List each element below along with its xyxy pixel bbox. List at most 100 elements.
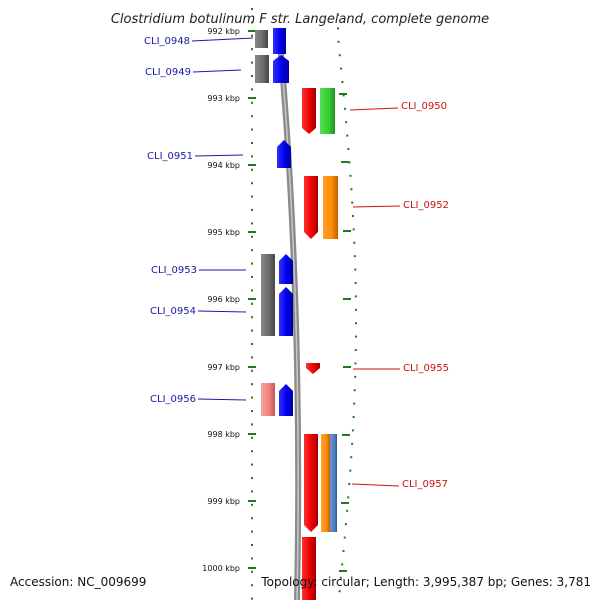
gene-feature[interactable] [304,434,318,532]
rail-dot [354,335,357,338]
gene-feature[interactable] [261,383,275,416]
rail-dot [251,343,253,345]
rail-dot [251,101,253,104]
rail-dot [251,423,253,426]
topology-summary: Topology: circular; Length: 3,995,387 bp… [260,575,591,589]
gene-label[interactable]: CLI_0950 [401,101,447,112]
rail-dot [251,396,253,399]
rail-dot [347,496,350,499]
rail-dot [353,389,356,392]
rail-dot [251,584,253,587]
gene-feature[interactable] [321,434,330,532]
rail-dot [338,54,341,57]
rail-dot [352,228,355,231]
rail-dot [354,282,357,284]
kbp-scale: 992 kbp 993 kbp 994 kbp 995 kbp 996 kbp … [202,27,351,573]
rail-dot [337,40,340,43]
gene-label[interactable]: CLI_0956 [150,394,196,405]
rail-dot [351,201,354,204]
rail-dot [251,75,253,77]
gene-feature[interactable] [302,88,316,134]
rail-dot [251,289,253,292]
gene-label[interactable]: CLI_0949 [145,67,191,78]
gene-feature[interactable] [279,287,293,336]
rail-dot [251,115,253,118]
gene-feature[interactable] [277,140,291,168]
rail-dot [354,349,357,351]
rail-dot [339,576,342,579]
rail-dot [352,215,354,217]
gene-feature[interactable] [279,254,293,284]
rail-dot [348,483,351,485]
rail-dot [251,48,253,51]
rail-dot [353,255,356,258]
rail-dot [342,550,345,552]
rail-dot [346,509,349,512]
rail-dot [353,402,356,405]
gene-label[interactable]: CLI_0952 [403,200,449,211]
rail-dot [251,168,253,171]
rail-dot [251,557,253,560]
gene-feature[interactable] [273,28,286,54]
rail-dot [251,235,253,238]
rail-dot [251,530,253,533]
rail-dot [251,316,253,319]
rail-dot [337,27,339,30]
rail-dot [251,517,253,520]
gene-feature[interactable] [279,384,293,416]
gene-label[interactable]: CLI_0948 [144,36,190,47]
rail-dot [341,563,344,566]
rail-dot [344,523,347,526]
rail-dot [251,182,253,185]
rail-dot [251,142,253,144]
rail-dot [348,161,351,164]
accession-text: Accession: NC_009699 [10,575,146,589]
gene-feature[interactable] [304,176,318,239]
rail-dot [337,14,339,16]
rail-dot [251,544,253,546]
gene-feature[interactable] [261,254,275,336]
rail-dot [354,295,357,298]
rail-dot [354,375,357,378]
rail-dot [251,195,253,198]
gene-feature[interactable] [302,537,316,600]
kbp-label: 996 kbp [207,295,240,304]
rail-dot [355,322,357,325]
gene-feature[interactable] [273,55,289,83]
rail-dot [251,383,253,386]
kbp-label: 995 kbp [207,228,240,237]
rail-dot [251,410,253,412]
rail-dot [251,463,253,466]
kbp-label: 999 kbp [207,497,240,506]
rail-dot [251,21,253,24]
rail-dot [251,369,253,372]
rail-dot [251,570,253,573]
gene-feature[interactable] [323,176,338,239]
gene-label[interactable]: CLI_0954 [150,306,196,317]
gene-feature[interactable] [306,363,320,374]
gene-label[interactable]: CLI_0957 [402,479,448,490]
gene-feature[interactable] [320,88,335,134]
gene-label[interactable]: CLI_0955 [403,363,449,374]
gene-feature[interactable] [255,55,269,83]
rail-dot [351,442,354,445]
map-title: Clostridium botulinum F str. Langeland, … [111,12,489,27]
rail-dot [251,128,253,131]
rail-dot [351,429,354,432]
rail-dot [350,456,353,459]
reverse-strand-features [302,88,338,600]
gene-feature[interactable] [255,30,268,48]
left-tick-rail [251,8,253,600]
rail-dot [345,121,348,124]
rail-dot [352,416,355,418]
rail-dot [343,536,346,539]
gene-feature[interactable] [330,434,337,532]
gene-label[interactable]: CLI_0953 [151,265,197,276]
kbp-label: 994 kbp [207,161,240,170]
rail-dot [251,249,253,252]
kbp-label: 997 kbp [207,363,240,372]
gene-label[interactable]: CLI_0951 [147,151,193,162]
rail-dot [251,436,253,439]
rail-dot [353,241,356,244]
rail-dot [251,88,253,91]
